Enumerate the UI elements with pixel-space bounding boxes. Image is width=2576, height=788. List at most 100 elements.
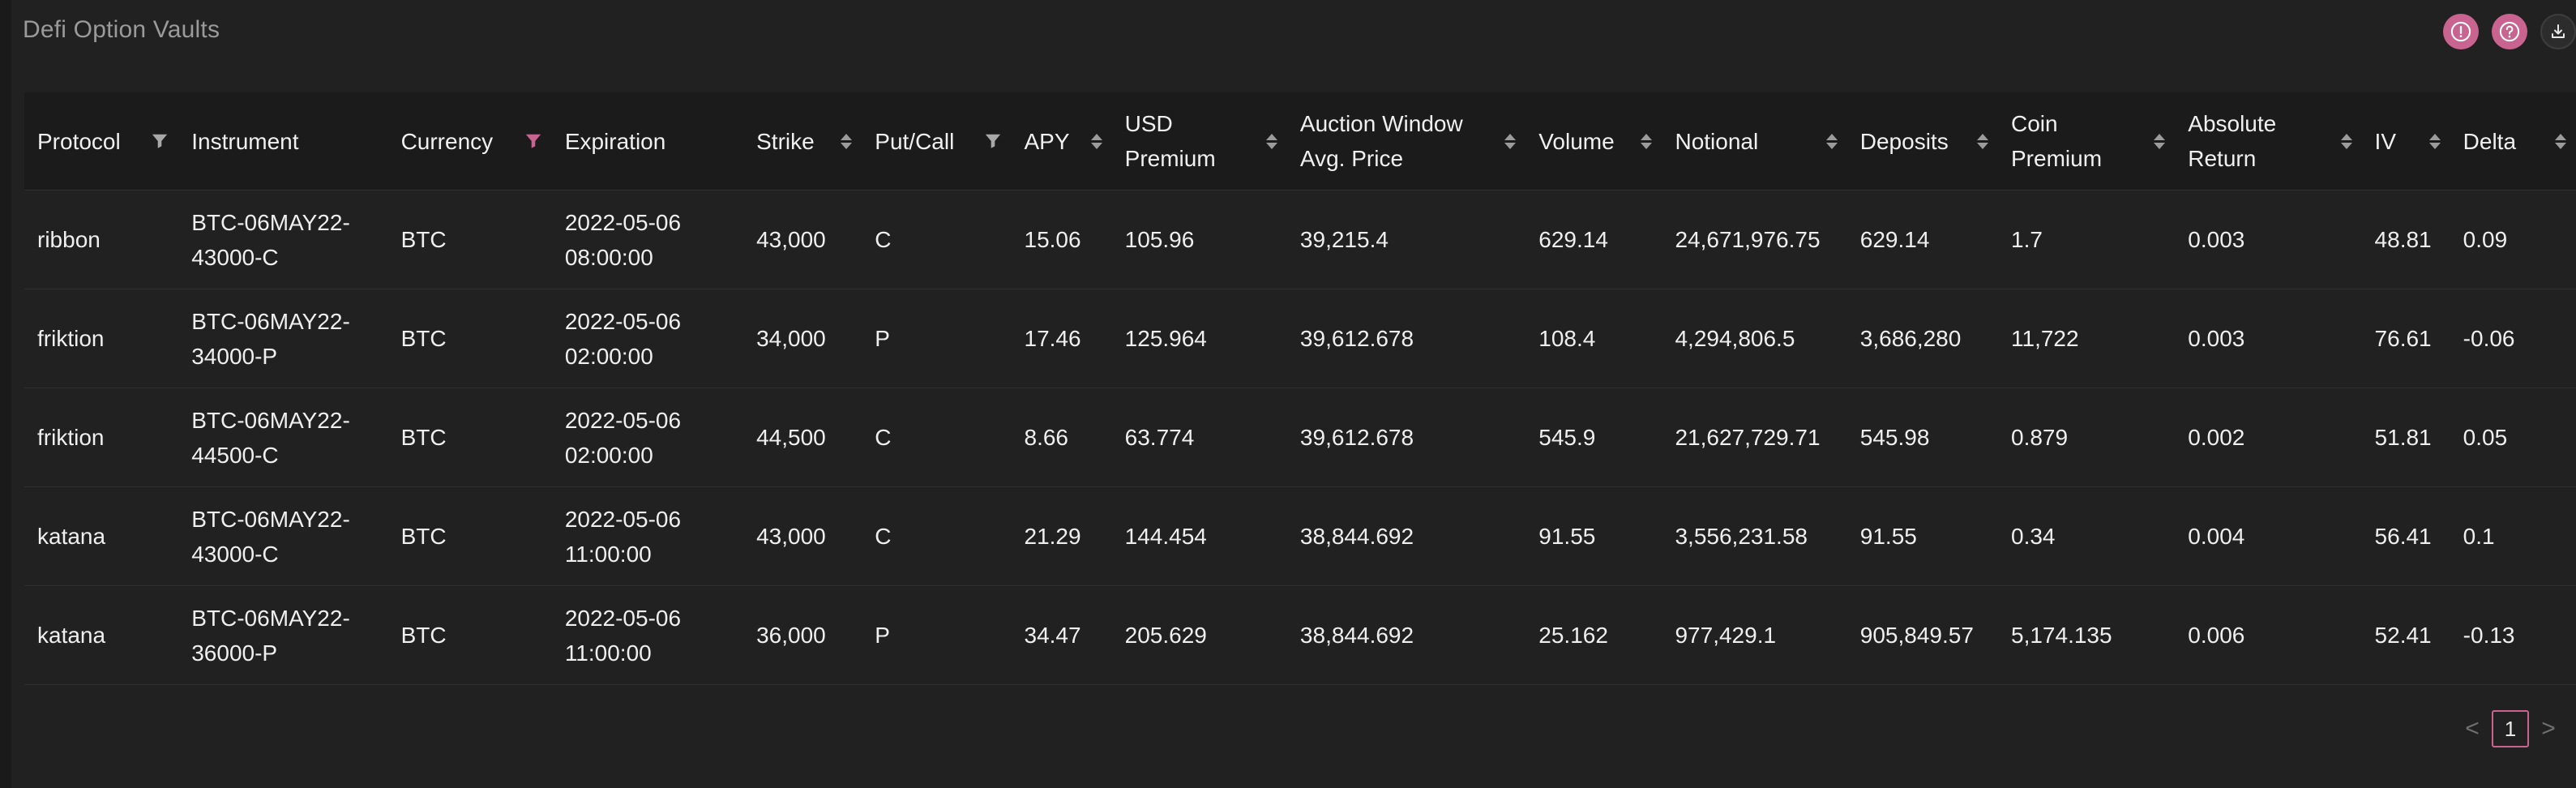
column-label: Auction Window Avg. Price [1299,111,1463,171]
table-row: katana BTC-06MAY22- 43000-C BTC 2022-05-06 … [24,486,2576,586]
cell-notional: 21,627,729.71 [1662,388,1847,487]
cell-usd-premium: 205.629 [1111,585,1287,685]
column-header-strike[interactable]: Strike [743,92,862,191]
filter-icon[interactable] [984,132,1002,150]
cell-apy: 8.66 [1011,388,1112,487]
cell-apy: 21.29 [1011,486,1112,586]
cell-protocol: ribbon [24,190,179,289]
page-1-button[interactable]: 1 [2492,710,2529,747]
sort-icon[interactable] [1641,133,1653,149]
column-label: Delta [2463,128,2517,154]
cell-expiration: 2022-05-06 11:00:00 [551,585,744,685]
column-header-iv[interactable]: IV [2361,92,2450,191]
cell-put-call: C [862,190,1012,289]
sort-icon[interactable] [1825,133,1838,149]
column-label: USD Premium [1124,111,1216,171]
cell-volume: 91.55 [1525,486,1662,586]
cell-absolute-return: 0.003 [2175,289,2362,388]
alert-button[interactable] [2443,14,2479,49]
sort-icon[interactable] [1265,133,1277,149]
sort-icon[interactable] [1504,133,1517,149]
column-header-deposits[interactable]: Deposits [1846,92,1998,191]
sort-icon[interactable] [2154,133,2166,149]
cell-strike: 44,500 [743,388,862,487]
cell-put-call: P [862,585,1012,685]
download-button[interactable] [2540,14,2576,49]
vaults-panel: Defi Option Vaults [11,0,2576,788]
cell-coin-premium: 0.879 [1998,388,2176,487]
cell-delta: 0.09 [2450,190,2576,289]
cell-auction-window-avg-price: 39,612.678 [1286,388,1526,487]
cell-instrument: BTC-06MAY22- 43000-C [178,190,388,289]
cell-currency: BTC [387,486,552,586]
table-row: ribbon BTC-06MAY22- 43000-C BTC 2022-05-06 … [24,190,2576,289]
pagination: < 1 > [2458,710,2563,747]
column-header-volume[interactable]: Volume [1525,92,1662,191]
cell-notional: 3,556,231.58 [1662,486,1847,586]
column-header-coin-premium[interactable]: Coin Premium [1998,92,2176,191]
cell-usd-premium: 105.96 [1111,190,1287,289]
cell-instrument: BTC-06MAY22- 44500-C [178,388,388,487]
cell-deposits: 3,686,280 [1846,289,1998,388]
filter-icon[interactable] [151,132,169,150]
cell-coin-premium: 5,174.135 [1998,585,2176,685]
cell-expiration: 2022-05-06 08:00:00 [551,190,744,289]
sort-icon[interactable] [2428,133,2441,149]
cell-strike: 43,000 [743,486,862,586]
prev-page-button[interactable]: < [2465,715,2480,742]
sort-icon[interactable] [841,133,853,149]
column-header-protocol[interactable]: Protocol [24,92,179,191]
cell-usd-premium: 125.964 [1111,289,1287,388]
cell-instrument: BTC-06MAY22- 36000-P [178,585,388,685]
cell-delta: 0.1 [2450,486,2576,586]
column-label: Instrument [191,128,299,154]
sort-icon[interactable] [2555,133,2566,149]
cell-currency: BTC [387,289,552,388]
page-title: Defi Option Vaults [23,16,220,43]
cell-strike: 34,000 [743,289,862,388]
column-header-auction-window-avg-price[interactable]: Auction Window Avg. Price [1286,92,1526,191]
cell-volume: 108.4 [1525,289,1662,388]
column-header-usd-premium[interactable]: USD Premium [1111,92,1287,191]
cell-volume: 545.9 [1525,388,1662,487]
cell-put-call: P [862,289,1012,388]
cell-auction-window-avg-price: 39,612.678 [1286,289,1526,388]
cell-iv: 76.61 [2361,289,2450,388]
cell-deposits: 629.14 [1846,190,1998,289]
header-actions [2430,13,2576,50]
column-header-notional[interactable]: Notional [1662,92,1847,191]
cell-protocol: friktion [24,289,179,388]
sort-icon[interactable] [2340,133,2352,149]
sort-icon[interactable] [1977,133,1988,149]
sort-icon[interactable] [1090,133,1102,149]
filter-icon[interactable] [524,132,542,150]
column-header-apy[interactable]: APY [1011,92,1112,191]
next-page-button[interactable]: > [2541,715,2556,742]
cell-currency: BTC [387,190,552,289]
column-label: Expiration [564,128,666,154]
help-circle-icon [2499,21,2520,42]
table-row: katana BTC-06MAY22- 36000-P BTC 2022-05-06 … [24,585,2576,685]
cell-protocol: katana [24,486,179,586]
cell-iv: 52.41 [2361,585,2450,685]
column-header-currency[interactable]: Currency [387,92,552,191]
cell-expiration: 2022-05-06 02:00:00 [551,388,744,487]
column-label: Put/Call [875,128,955,154]
column-label: Currency [400,128,494,154]
cell-expiration: 2022-05-06 11:00:00 [551,486,744,586]
column-label: Absolute Return [2188,111,2277,171]
cell-iv: 51.81 [2361,388,2450,487]
column-label: Volume [1538,128,1615,154]
column-label: Coin Premium [2011,111,2103,171]
cell-iv: 48.81 [2361,190,2450,289]
help-button[interactable] [2492,14,2527,49]
cell-coin-premium: 1.7 [1998,190,2176,289]
cell-notional: 4,294,806.5 [1662,289,1847,388]
column-header-put-call[interactable]: Put/Call [862,92,1012,191]
cell-deposits: 91.55 [1846,486,1998,586]
column-header-absolute-return[interactable]: Absolute Return [2175,92,2362,191]
cell-iv: 56.41 [2361,486,2450,586]
cell-deposits: 905,849.57 [1846,585,1998,685]
cell-delta: -0.06 [2450,289,2576,388]
column-header-delta[interactable]: Delta [2450,92,2576,191]
